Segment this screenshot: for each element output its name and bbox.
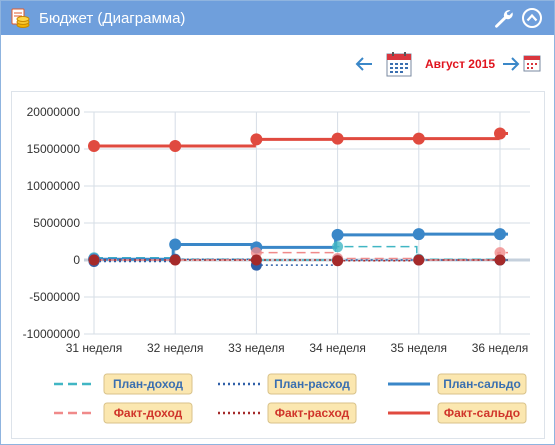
legend-label: План-расход: [274, 377, 350, 391]
y-tick-label: 10000000: [27, 179, 81, 193]
data-point: [169, 254, 181, 266]
budget-coins-icon: [11, 8, 30, 28]
legend-label: Факт-расход: [275, 406, 350, 420]
data-point: [88, 140, 100, 153]
data-point: [332, 255, 344, 267]
wrench-icon[interactable]: [492, 7, 514, 29]
x-tick-label: 34 неделя: [309, 341, 366, 355]
y-tick-label: -5000000: [29, 290, 80, 304]
data-point: [250, 254, 262, 266]
legend-label: План-доход: [113, 377, 183, 391]
x-tick-label: 35 неделя: [391, 341, 448, 355]
arrow-left-icon[interactable]: [354, 54, 374, 74]
widget-title: Бюджет (Диаграмма): [39, 10, 186, 27]
y-tick-label: 5000000: [33, 216, 80, 230]
data-point: [169, 238, 182, 251]
legend-badge: [267, 402, 357, 424]
x-tick-label: 32 неделя: [147, 341, 204, 355]
x-tick-label: 33 неделя: [228, 341, 285, 355]
data-point: [412, 228, 425, 241]
x-tick-label: 31 неделя: [66, 341, 123, 355]
legend-badge: [103, 402, 193, 424]
calendar-icon[interactable]: [385, 50, 413, 78]
x-tick-label: 36 неделя: [472, 341, 529, 355]
y-tick-label: 0: [73, 253, 80, 267]
data-point: [494, 228, 506, 241]
data-point: [331, 228, 344, 241]
data-point: [88, 254, 100, 266]
data-point: [494, 127, 506, 140]
data-point: [494, 254, 506, 266]
calendar-small-icon[interactable]: [523, 54, 541, 72]
budget-chart: 20000000 15000000 10000000 5000000 0 -5000000…: [23, 105, 530, 424]
legend-label: План-сальдо: [443, 377, 521, 391]
legend-badge: [437, 402, 527, 424]
data-point: [413, 254, 425, 266]
legend-badge: [103, 373, 193, 395]
series-line-2: [94, 232, 508, 261]
data-point: [332, 241, 344, 253]
legend-badge: [267, 373, 357, 395]
y-tick-label: -10000000: [23, 327, 81, 341]
widget-header: Бюджет (Диаграмма): [1, 1, 554, 35]
legend-label: Факт-доход: [114, 406, 183, 420]
legend-label: Факт-сальдо: [444, 406, 520, 420]
chart-area: 20000000 15000000 10000000 5000000 0 -5000000…: [11, 91, 545, 439]
y-tick-label: 15000000: [27, 142, 81, 156]
y-tick-label: 20000000: [27, 105, 81, 119]
series-line-5: [94, 131, 508, 148]
data-point: [169, 140, 182, 153]
data-point: [412, 132, 425, 145]
legend-badge: [437, 373, 527, 395]
data-point: [331, 132, 344, 145]
data-point: [250, 133, 263, 146]
collapse-up-icon[interactable]: [521, 7, 543, 29]
month-label[interactable]: Август 2015: [425, 57, 495, 71]
arrow-right-icon[interactable]: [501, 54, 521, 74]
